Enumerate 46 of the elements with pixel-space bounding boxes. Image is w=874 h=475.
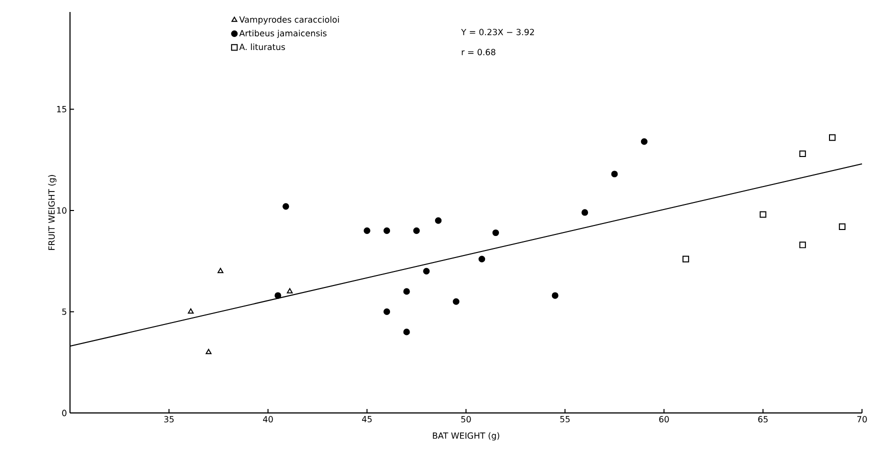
point xyxy=(682,256,690,262)
y-tick-label: 10 xyxy=(57,207,66,214)
x-tick-label: 60 xyxy=(659,416,669,422)
y-axis-title: FRUIT WEIGHT (g) xyxy=(48,175,56,250)
point xyxy=(274,292,282,299)
point xyxy=(206,348,212,354)
point xyxy=(188,308,194,314)
point xyxy=(760,211,766,218)
x-tick-label: 50 xyxy=(461,416,471,422)
point xyxy=(452,298,460,305)
y-tick-label: 5 xyxy=(62,308,66,315)
point xyxy=(282,203,290,210)
x-tick-label: 35 xyxy=(164,416,174,422)
point xyxy=(413,227,420,234)
point xyxy=(384,227,390,234)
point xyxy=(478,256,486,262)
x-tick-label: 70 xyxy=(857,416,867,422)
point xyxy=(799,242,806,248)
point xyxy=(582,209,588,216)
x-tick-label: 65 xyxy=(758,416,768,422)
annotation: Y = 0.23X − 3.92 xyxy=(461,28,534,36)
point xyxy=(218,268,224,274)
point xyxy=(838,223,846,230)
point xyxy=(552,292,558,299)
point xyxy=(611,170,618,178)
y-tick-label: 15 xyxy=(57,106,66,112)
point xyxy=(640,138,648,145)
point xyxy=(829,134,836,141)
point xyxy=(286,288,293,294)
annotation: r = 0.68 xyxy=(462,48,496,56)
x-tick-label: 45 xyxy=(362,416,372,422)
point xyxy=(384,308,390,316)
point xyxy=(492,229,500,236)
point xyxy=(799,150,806,158)
point xyxy=(403,288,410,295)
x-tick-label: 40 xyxy=(263,416,273,422)
y-tick-label: 0 xyxy=(62,410,66,416)
point xyxy=(403,328,410,336)
legend-label: Vampyrodes caraccioloi xyxy=(239,16,339,24)
point xyxy=(423,268,430,275)
point xyxy=(434,217,442,224)
legend-label: A. lituratus xyxy=(239,44,285,50)
x-axis-title: BAT WEIGHT (g) xyxy=(432,432,500,440)
point xyxy=(364,227,370,234)
x-tick-label: 55 xyxy=(560,416,570,422)
legend-label: Artibeus jamaicensis xyxy=(239,30,327,38)
